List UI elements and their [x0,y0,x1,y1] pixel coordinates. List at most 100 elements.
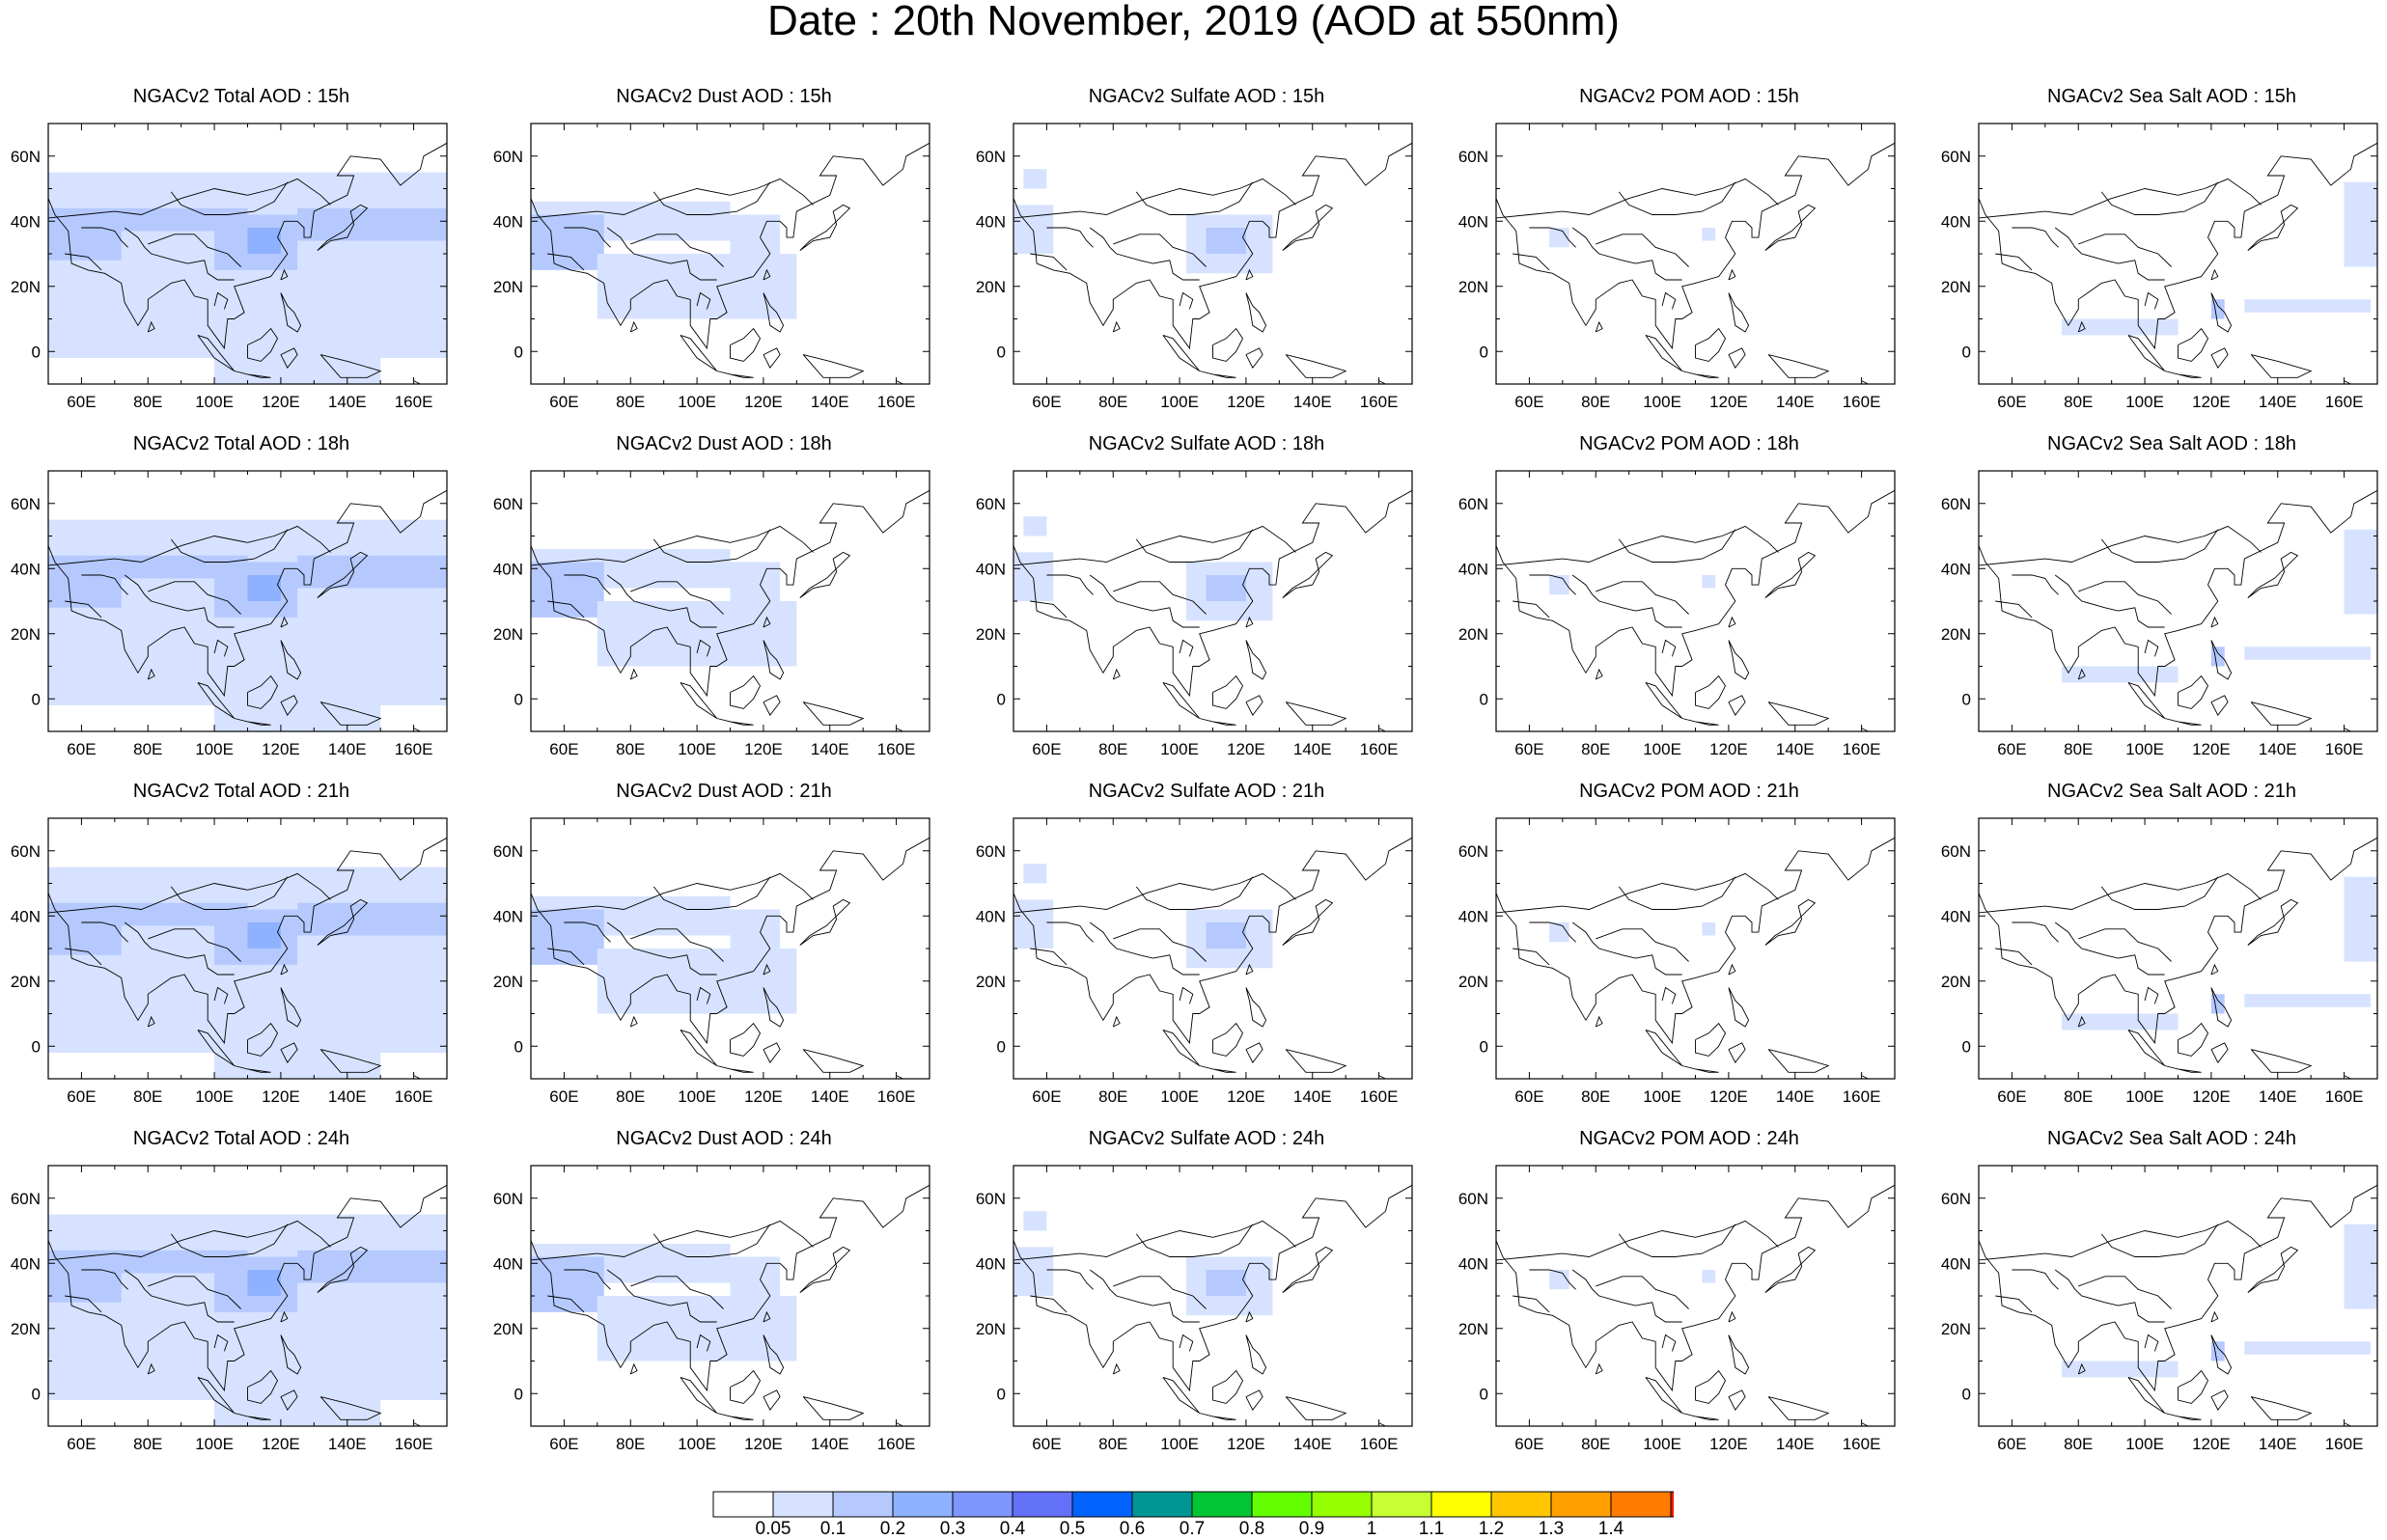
coastline [280,292,302,333]
coastline [2077,320,2086,333]
colorbar-swatch [772,1491,834,1518]
colorbar-swatch [1191,1491,1253,1518]
x-tick-label: 120E [262,740,300,758]
colorbar-label: 0.8 [1239,1519,1264,1535]
coastline [564,227,611,248]
aod-field-cell [48,562,122,608]
x-tick-label: 100E [1643,740,1681,758]
map-background [1496,1166,1895,1426]
coastline [1595,1015,1603,1028]
x-tick-label: 100E [1643,1087,1681,1106]
coastline [730,1369,762,1404]
coastline [1979,872,2262,914]
map-plot: 60E 80E 100E 120E 140E 160E 60N 40N 20N 0 [493,1165,930,1453]
y-tick-label: 40N [493,1254,523,1273]
coastline [1046,227,1094,248]
x-tick-label: 160E [395,740,433,758]
coastline [696,639,711,657]
x-tick-label: 60E [67,1087,96,1106]
coastline [629,320,638,333]
coastline [1767,701,1830,726]
x-tick-label: 60E [1997,393,2026,411]
y-tick-label: 60N [11,1190,41,1208]
coastline [2144,291,2159,310]
panel-title: NGACv2 Sulfate AOD : 21h [1088,781,1325,802]
x-tick-label: 80E [1098,1435,1127,1453]
map-content [531,1184,930,1426]
panel-title: NGACv2 POM AOD : 15h [1579,86,1799,107]
map-panel: NGACv2 Sulfate AOD : 15h 60E 80E 100E 120E 14… [965,85,1448,427]
y-tick-label: 60N [1941,842,1971,861]
y-tick-label: 20N [1458,973,1488,991]
x-tick-label: 120E [2192,740,2231,758]
coastline [1764,1246,1817,1293]
coastline [2100,876,2219,910]
map-background [1496,124,1895,384]
panel-title: NGACv2 Sulfate AOD : 15h [1088,86,1325,107]
y-tick-label: 20N [11,278,41,296]
coastline [1496,872,1779,914]
coastline [1135,181,1254,215]
coastline [1013,872,1296,914]
coastline [65,948,102,966]
aod-field-cell [730,1256,781,1296]
colorbar-swatch [1071,1491,1133,1518]
coastline [763,987,785,1028]
panel-title: NGACv2 POM AOD : 24h [1579,1128,1799,1149]
coastline [2054,227,2165,281]
map-background [1979,124,2377,384]
coastline [247,327,279,362]
coastline [1979,1184,2377,1392]
coastline [1728,963,1736,976]
aod-field-cell [1206,922,1246,949]
aod-field-cell [1013,1247,1054,1296]
colorbar-label: 0.4 [1000,1519,1026,1535]
y-tick-label: 20N [1458,625,1488,644]
coastline [531,1184,930,1392]
colorbar-label: 0.1 [820,1519,846,1535]
aod-field-cell [1013,205,1054,254]
coastline [1245,616,1254,628]
x-tick-label: 60E [1514,1435,1543,1453]
coastline [1013,837,1412,1045]
coastline [2178,1369,2209,1404]
map-plot: 60E 80E 100E 120E 140E 160E 60N 40N 20N 0 [493,123,930,411]
map-background [1979,471,2377,731]
y-tick-label: 40N [1941,560,1971,578]
map-content [48,489,447,731]
map-content [1496,142,1895,384]
y-tick-label: 0 [32,1385,41,1403]
aod-field-cell [2062,1361,2179,1378]
x-tick-label: 140E [1293,1435,1332,1453]
x-tick-label: 80E [1581,740,1610,758]
y-tick-label: 40N [493,212,523,231]
map-plot: 60E 80E 100E 120E 140E 160E 60N 40N 20N 0 [493,817,930,1106]
coastline [2247,204,2299,251]
coastline [2210,963,2219,976]
x-tick-label: 140E [1776,393,1815,411]
coastline [1595,320,1603,333]
coastline [247,674,279,709]
coastline [1618,1224,1736,1257]
aod-field-cell [1206,575,1246,601]
x-tick-label: 140E [1293,740,1332,758]
x-tick-label: 120E [2192,1087,2231,1106]
map-plot: 60E 80E 100E 120E 140E 160E 60N 40N 20N 0 [1941,123,2378,411]
x-tick-label: 160E [1843,740,1881,758]
coastline [531,837,930,1045]
x-tick-label: 120E [1227,1435,1265,1453]
coastline [606,574,717,628]
coastline [48,525,331,566]
y-tick-label: 0 [1962,343,1971,361]
coastline [2250,1396,2313,1420]
aod-field-cell [1013,899,1054,949]
coastline [763,640,785,680]
coastline [124,574,235,628]
coastline [1595,668,1603,680]
aod-field-cell [1549,575,1569,595]
map-plot: 60E 80E 100E 120E 140E 160E 60N 40N 20N 0 [1458,1165,1896,1453]
aod-field-cell [247,228,281,254]
x-tick-label: 60E [1032,1087,1061,1106]
coastline [1764,898,1817,946]
x-tick-label: 120E [744,740,783,758]
